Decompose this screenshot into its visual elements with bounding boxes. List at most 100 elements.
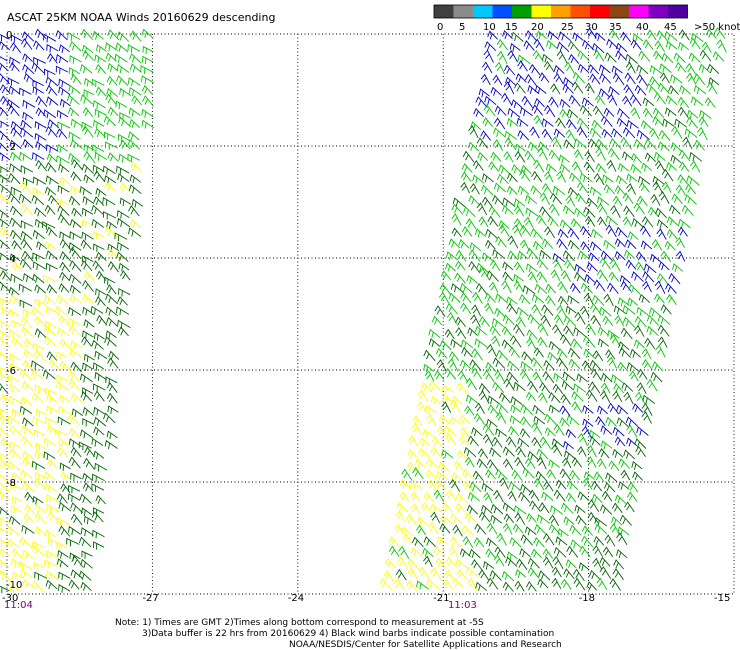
wind-barb: [32, 495, 44, 505]
wind-barb: [539, 382, 551, 394]
wind-barb: [80, 391, 93, 402]
wind-barb: [577, 50, 590, 62]
wind-barb: [464, 405, 475, 416]
wind-barb: [104, 439, 118, 450]
wind-barb: [19, 181, 32, 194]
wind-barb: [20, 230, 33, 240]
wind-barb: [469, 359, 482, 371]
wind-barb: [95, 296, 106, 307]
wind-barb: [600, 115, 613, 127]
wind-barb: [517, 129, 530, 141]
wind-barb: [68, 307, 82, 317]
wind-barb: [487, 404, 500, 416]
wind-barb: [468, 548, 481, 559]
wind-barb: [568, 358, 581, 370]
wind-barb: [598, 64, 611, 74]
wind-barb: [514, 198, 526, 208]
wind-barb: [33, 349, 45, 361]
wind-barb: [58, 163, 70, 173]
wind-barb: [533, 159, 545, 173]
wind-barb: [622, 316, 636, 328]
wind-barb: [451, 227, 462, 238]
wind-barb: [92, 230, 105, 240]
wind-barb: [534, 85, 547, 95]
wind-barb: [446, 311, 457, 325]
wind-barb: [573, 148, 584, 160]
wind-barb: [555, 536, 568, 546]
wind-barb: [653, 151, 666, 162]
x-tick-label: -21: [433, 593, 449, 604]
wind-barb: [566, 414, 580, 426]
wind-barb: [33, 40, 45, 51]
wind-barb: [59, 271, 71, 282]
wind-barb: [426, 414, 437, 427]
wind-barb: [629, 93, 642, 107]
wind-barb: [441, 384, 455, 394]
wind-barb: [93, 416, 107, 427]
wind-barb: [10, 505, 22, 514]
wind-barb: [649, 253, 661, 263]
wind-barb: [656, 30, 669, 42]
wind-barb: [612, 72, 625, 86]
wind-barb: [22, 450, 35, 461]
wind-barb: [70, 513, 83, 526]
wind-barb: [505, 556, 518, 567]
wind-barb: [556, 238, 568, 250]
wind-barb: [21, 250, 34, 262]
wind-barb: [541, 53, 553, 63]
wind-barb: [636, 426, 649, 436]
wind-barb: [705, 28, 717, 39]
wind-barb: [406, 580, 418, 592]
wind-barb: [426, 578, 440, 590]
wind-barb: [81, 387, 94, 396]
wind-barb: [522, 467, 535, 479]
wind-barb: [11, 239, 22, 250]
wind-barb: [548, 96, 559, 108]
wind-barb: [608, 271, 619, 282]
legend-swatch: [590, 5, 610, 18]
wind-barb: [107, 152, 119, 162]
wind-barb: [436, 536, 448, 545]
wind-barb: [95, 86, 107, 97]
wind-barb: [519, 107, 533, 117]
wind-barb: [556, 304, 567, 317]
wind-barb: [0, 120, 10, 128]
wind-barb: [523, 216, 534, 228]
wind-barb: [543, 359, 555, 371]
wind-barb: [0, 165, 10, 174]
wind-barb: [455, 260, 466, 271]
wind-barb: [633, 202, 645, 215]
wind-barb: [466, 504, 479, 515]
wind-barb: [22, 111, 34, 121]
wind-barb: [0, 142, 9, 152]
wind-barb: [107, 106, 119, 117]
wind-barb: [651, 238, 663, 251]
wind-barb: [489, 447, 502, 458]
wind-barb: [634, 84, 647, 96]
wind-barb: [569, 282, 581, 294]
wind-barb: [481, 482, 494, 492]
wind-barb: [566, 480, 579, 491]
wind-barb: [7, 539, 20, 549]
wind-barb: [105, 93, 117, 106]
wind-barb: [602, 546, 614, 558]
pass-time-right: 11:03: [448, 600, 477, 611]
wind-barb: [46, 153, 58, 163]
wind-barb: [80, 260, 93, 272]
wind-barb: [34, 218, 47, 228]
wind-barb: [485, 469, 497, 480]
wind-barb: [43, 274, 57, 284]
wind-barb: [423, 349, 436, 362]
wind-barb: [513, 381, 526, 392]
wind-barb: [688, 52, 701, 63]
wind-barb: [612, 568, 624, 581]
wind-barb: [598, 447, 610, 459]
wind-barb: [70, 472, 82, 482]
wind-barb: [119, 197, 131, 207]
wind-barb: [83, 353, 95, 363]
wind-barb: [693, 85, 707, 95]
wind-barb: [82, 362, 94, 371]
wind-barb: [596, 203, 608, 215]
wind-barb: [7, 172, 21, 185]
wind-barb: [476, 262, 489, 273]
